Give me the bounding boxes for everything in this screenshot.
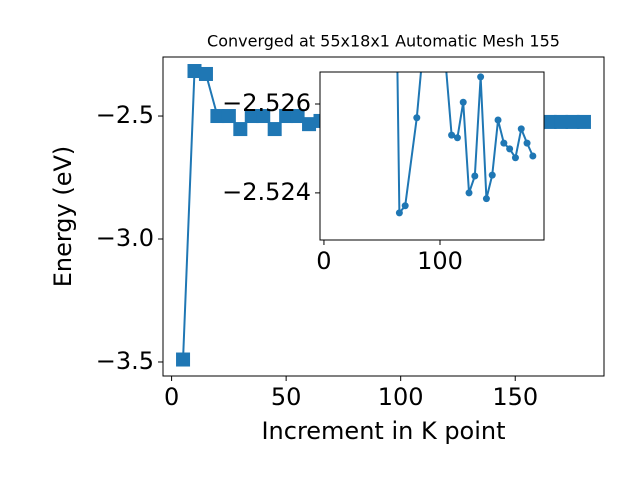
chart-title: Converged at 55x18x1 Automatic Mesh 155	[207, 32, 560, 51]
marker	[506, 145, 514, 153]
marker	[511, 154, 519, 162]
marker	[210, 109, 225, 124]
marker	[488, 171, 496, 179]
marker	[244, 109, 259, 124]
y-tick-label: −2.526	[222, 89, 311, 117]
axes-frame	[162, 56, 605, 377]
plot-area	[320, 72, 544, 240]
x-tick-label: 100	[378, 383, 424, 411]
marker	[395, 209, 403, 217]
x-axis-label: Increment in K point	[261, 417, 505, 445]
marker	[500, 139, 508, 147]
y-axis-label: Energy (eV)	[49, 146, 77, 288]
x-tick-label: 0	[164, 383, 179, 411]
y-tick-label: −2.5	[96, 101, 154, 129]
marker	[448, 131, 456, 139]
marker	[221, 109, 236, 124]
marker	[482, 195, 490, 203]
marker	[256, 109, 271, 124]
plot-content	[395, 72, 537, 217]
marker	[517, 125, 525, 133]
marker	[233, 122, 248, 137]
x-tick-label: 100	[417, 247, 463, 275]
marker	[494, 116, 502, 124]
marker	[523, 139, 531, 147]
marker	[477, 73, 485, 81]
marker	[576, 114, 591, 129]
marker	[290, 109, 305, 124]
marker	[529, 152, 537, 160]
marker	[279, 109, 294, 124]
marker	[198, 66, 213, 81]
marker	[187, 64, 202, 79]
marker	[465, 189, 473, 197]
marker	[459, 98, 467, 106]
x-tick-label: 0	[316, 247, 331, 275]
marker	[267, 122, 282, 137]
marker	[565, 114, 580, 129]
marker	[413, 114, 421, 122]
marker	[302, 117, 317, 132]
y-tick-label: −2.524	[222, 178, 311, 206]
marker	[401, 202, 409, 210]
y-tick-label: −3.5	[96, 347, 154, 375]
marker	[471, 172, 479, 180]
y-tick-label: −3.0	[96, 224, 154, 252]
x-tick-label: 150	[492, 383, 538, 411]
marker	[554, 114, 569, 129]
marker	[453, 134, 461, 142]
x-tick-label: 50	[271, 383, 302, 411]
axes-frame	[319, 71, 545, 241]
marker	[176, 352, 191, 367]
marker	[542, 114, 557, 129]
